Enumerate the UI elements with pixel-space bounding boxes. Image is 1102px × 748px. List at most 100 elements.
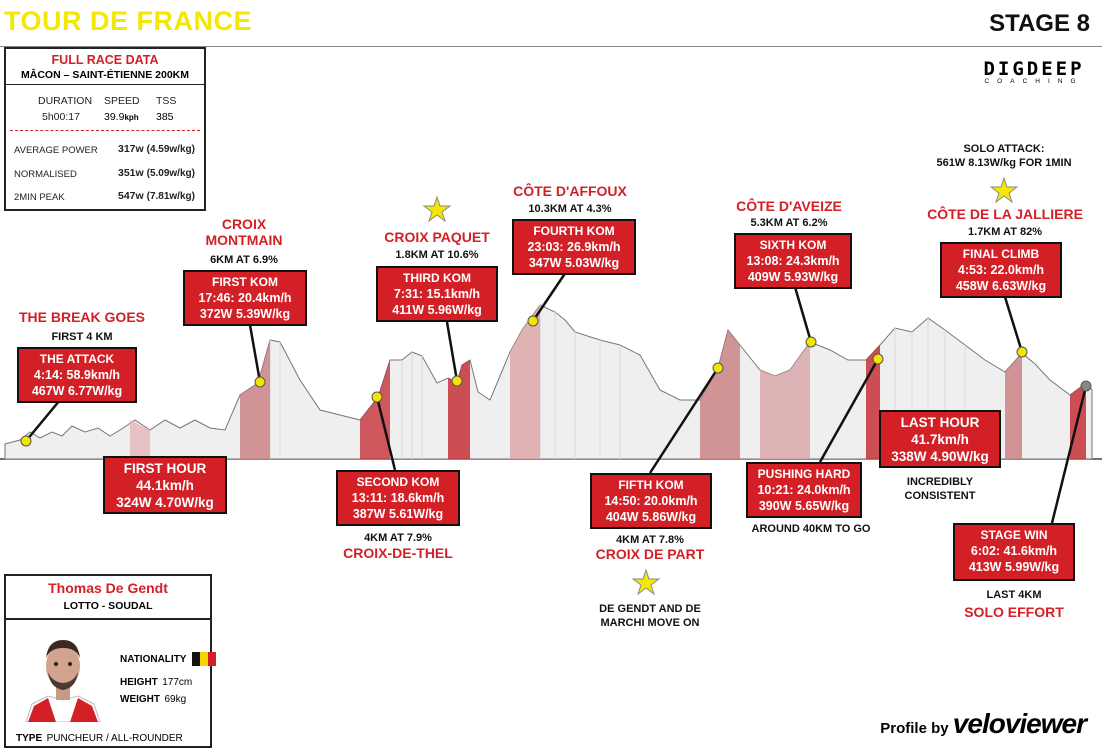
- solo-attack-line1: SOLO ATTACK:: [963, 143, 1045, 155]
- fourth-kom-line1: 23:03: 26.9km/h: [527, 240, 621, 254]
- first-kom-line1: 17:46: 20.4km/h: [198, 291, 292, 305]
- final-climb-line1: 4:53: 22.0km/h: [957, 263, 1045, 277]
- third-kom-title: THIRD KOM: [403, 271, 471, 285]
- fourth-kom-line2: 347W 5.03W/kg: [528, 256, 620, 270]
- profile-by-label: Profile by: [880, 720, 949, 737]
- sixth-kom-title: SIXTH KOM: [759, 238, 827, 252]
- fourth-kom-box: FOURTH KOM 23:03: 26.9km/h 347W 5.03W/kg: [512, 219, 636, 275]
- paquet-title: CROIX PAQUET: [384, 229, 490, 245]
- rider-panel: Thomas De Gendt LOTTO - SOUDAL NATIONALI…: [4, 574, 216, 748]
- second-kom-line1: 13:11: 18.6km/h: [351, 491, 445, 505]
- part-note2: MARCHI MOVE ON: [600, 617, 700, 629]
- type-value: PUNCHEUR / ALL-ROUNDER: [46, 733, 183, 744]
- break-title: THE BREAK GOES: [18, 309, 145, 325]
- race-title: TOUR DE FRANCE: [4, 6, 253, 36]
- height-row: HEIGHT 177cm: [120, 672, 192, 690]
- third-kom-line1: 7:31: 15.1km/h: [393, 287, 481, 301]
- type-label: TYPE: [16, 733, 43, 744]
- third-kom-box: THIRD KOM 7:31: 15.1km/h 411W 5.96W/kg: [376, 266, 498, 322]
- weight-value: 69kg: [164, 694, 187, 705]
- digdeep-logo: DIGDEEP COACHING: [980, 58, 1088, 85]
- stage-win-title: STAGE WIN: [980, 528, 1048, 542]
- profile-credit: Profile by veloviewer: [880, 708, 1087, 740]
- height-label: HEIGHT: [120, 677, 158, 688]
- second-kom-line2: 387W 5.61W/kg: [352, 507, 444, 521]
- aveize-title: CÔTE D'AVEIZE: [736, 198, 842, 214]
- belgium-flag-icon: [192, 652, 216, 666]
- pushing-hard-title: PUSHING HARD: [757, 467, 851, 481]
- thel-title: CROIX-DE-THEL: [343, 545, 453, 561]
- pushing-hard-line2: 390W 5.65W/kg: [758, 499, 850, 513]
- type-row: TYPE PUNCHEUR / ALL-ROUNDER: [16, 728, 183, 746]
- sixth-kom-line1: 13:08: 24.3km/h: [746, 254, 840, 268]
- break-sub: FIRST 4 KM: [51, 331, 113, 343]
- height-value: 177cm: [162, 677, 193, 688]
- rider-divider: [6, 618, 210, 620]
- first-kom-title: FIRST KOM: [212, 275, 278, 289]
- peak-value: 547w (7.81w/kg): [118, 190, 195, 202]
- stage-win-box: STAGE WIN 6:02: 41.6km/h 413W 5.99W/kg: [953, 523, 1075, 581]
- attack-line2: 467W 6.77W/kg: [31, 384, 123, 398]
- last-hour-title: LAST HOUR: [900, 415, 980, 430]
- duration-value: 5h00:17: [42, 111, 80, 123]
- last-hour-sub1: INCREDIBLY: [906, 476, 974, 488]
- part-title: CROIX DE PART: [595, 546, 705, 562]
- digdeep-logo-text: DIGDEEP: [983, 58, 1085, 80]
- race-data-dashed-divider: [10, 130, 200, 131]
- part-sub: 4KM AT 7.8%: [616, 534, 684, 546]
- weight-row: WEIGHT 69kg: [120, 689, 186, 707]
- rider-photo: [18, 626, 108, 722]
- attack-box: THE ATTACK 4:14: 58.9km/h 467W 6.77W/kg: [17, 347, 137, 403]
- avg-power-value: 317w (4.59w/kg): [118, 143, 195, 155]
- solo-attack-line2: 561W 8.13W/kg FOR 1MIN: [936, 157, 1072, 169]
- thel-sub: 4KM AT 7.9%: [364, 532, 432, 544]
- first-hour-line1: 44.1km/h: [136, 478, 194, 493]
- markers: [20, 315, 1092, 447]
- last-hour-sub2: CONSISTENT: [904, 490, 976, 502]
- rider-team: LOTTO - SOUDAL: [63, 600, 153, 612]
- affoux-sub: 10.3KM AT 4.3%: [528, 203, 612, 215]
- second-kom-box: SECOND KOM 13:11: 18.6km/h 387W 5.61W/kg: [336, 470, 460, 526]
- pushing-hard-box: PUSHING HARD 10:21: 24.0km/h 390W 5.65W/…: [746, 462, 862, 518]
- affoux-title: CÔTE D'AFFOUX: [513, 183, 627, 199]
- fifth-kom-line1: 14:50: 20.0km/h: [604, 494, 698, 508]
- win-title: SOLO EFFORT: [964, 604, 1064, 620]
- leader-lines: [25, 271, 1088, 524]
- speed-value: 39.9: [104, 111, 125, 123]
- speed-label: SPEED: [104, 95, 140, 107]
- duration-label: DURATION: [38, 95, 93, 107]
- tss-value: 385: [156, 111, 174, 123]
- race-data-panel: FULL RACE DATA MÂCON – SAINT-ÉTIENNE 200…: [4, 47, 206, 211]
- last-hour-line1: 41.7km/h: [911, 432, 969, 447]
- race-data-heading: FULL RACE DATA: [51, 53, 159, 67]
- sixth-kom-box: SIXTH KOM 13:08: 24.3km/h 409W 5.93W/kg: [734, 233, 852, 289]
- jalliere-title: CÔTE DE LA JALLIERE: [927, 206, 1083, 222]
- attack-line1: 4:14: 58.9km/h: [33, 368, 121, 382]
- aveize-sub: 5.3KM AT 6.2%: [750, 217, 828, 229]
- stage-win-line2: 413W 5.99W/kg: [968, 560, 1060, 574]
- first-kom-box: FIRST KOM 17:46: 20.4km/h 372W 5.39W/kg: [183, 270, 307, 326]
- race-route: MÂCON – SAINT-ÉTIENNE 200KM: [20, 69, 190, 81]
- attack-title: THE ATTACK: [39, 352, 115, 366]
- final-climb-box: FINAL CLIMB 4:53: 22.0km/h 458W 6.63W/kg: [940, 242, 1062, 298]
- header-divider: [0, 46, 1102, 47]
- third-kom-line2: 411W 5.96W/kg: [392, 303, 482, 317]
- montmain-title1: CROIX: [221, 216, 267, 232]
- win-sub: LAST 4KM: [986, 589, 1042, 601]
- fourth-kom-title: FOURTH KOM: [533, 224, 615, 238]
- pushing-sub: AROUND 40KM TO GO: [751, 523, 871, 535]
- nationality-label: NATIONALITY: [120, 654, 187, 665]
- stage-win-line1: 6:02: 41.6km/h: [970, 544, 1058, 558]
- rider-name: Thomas De Gendt: [48, 580, 168, 596]
- fifth-kom-title: FIFTH KOM: [618, 478, 684, 492]
- second-kom-title: SECOND KOM: [356, 475, 440, 489]
- first-hour-line2: 324W 4.70W/kg: [116, 495, 214, 510]
- fifth-kom-box: FIFTH KOM 14:50: 20.0km/h 404W 5.86W/kg: [590, 473, 712, 529]
- last-hour-line2: 338W 4.90W/kg: [891, 449, 989, 464]
- peak-label: 2MIN PEAK: [14, 192, 65, 203]
- pushing-hard-line1: 10:21: 24.0km/h: [757, 483, 851, 497]
- final-climb-line2: 458W 6.63W/kg: [955, 279, 1047, 293]
- avg-power-label: AVERAGE POWER: [14, 145, 98, 156]
- montmain-sub: 6KM AT 6.9%: [210, 254, 278, 266]
